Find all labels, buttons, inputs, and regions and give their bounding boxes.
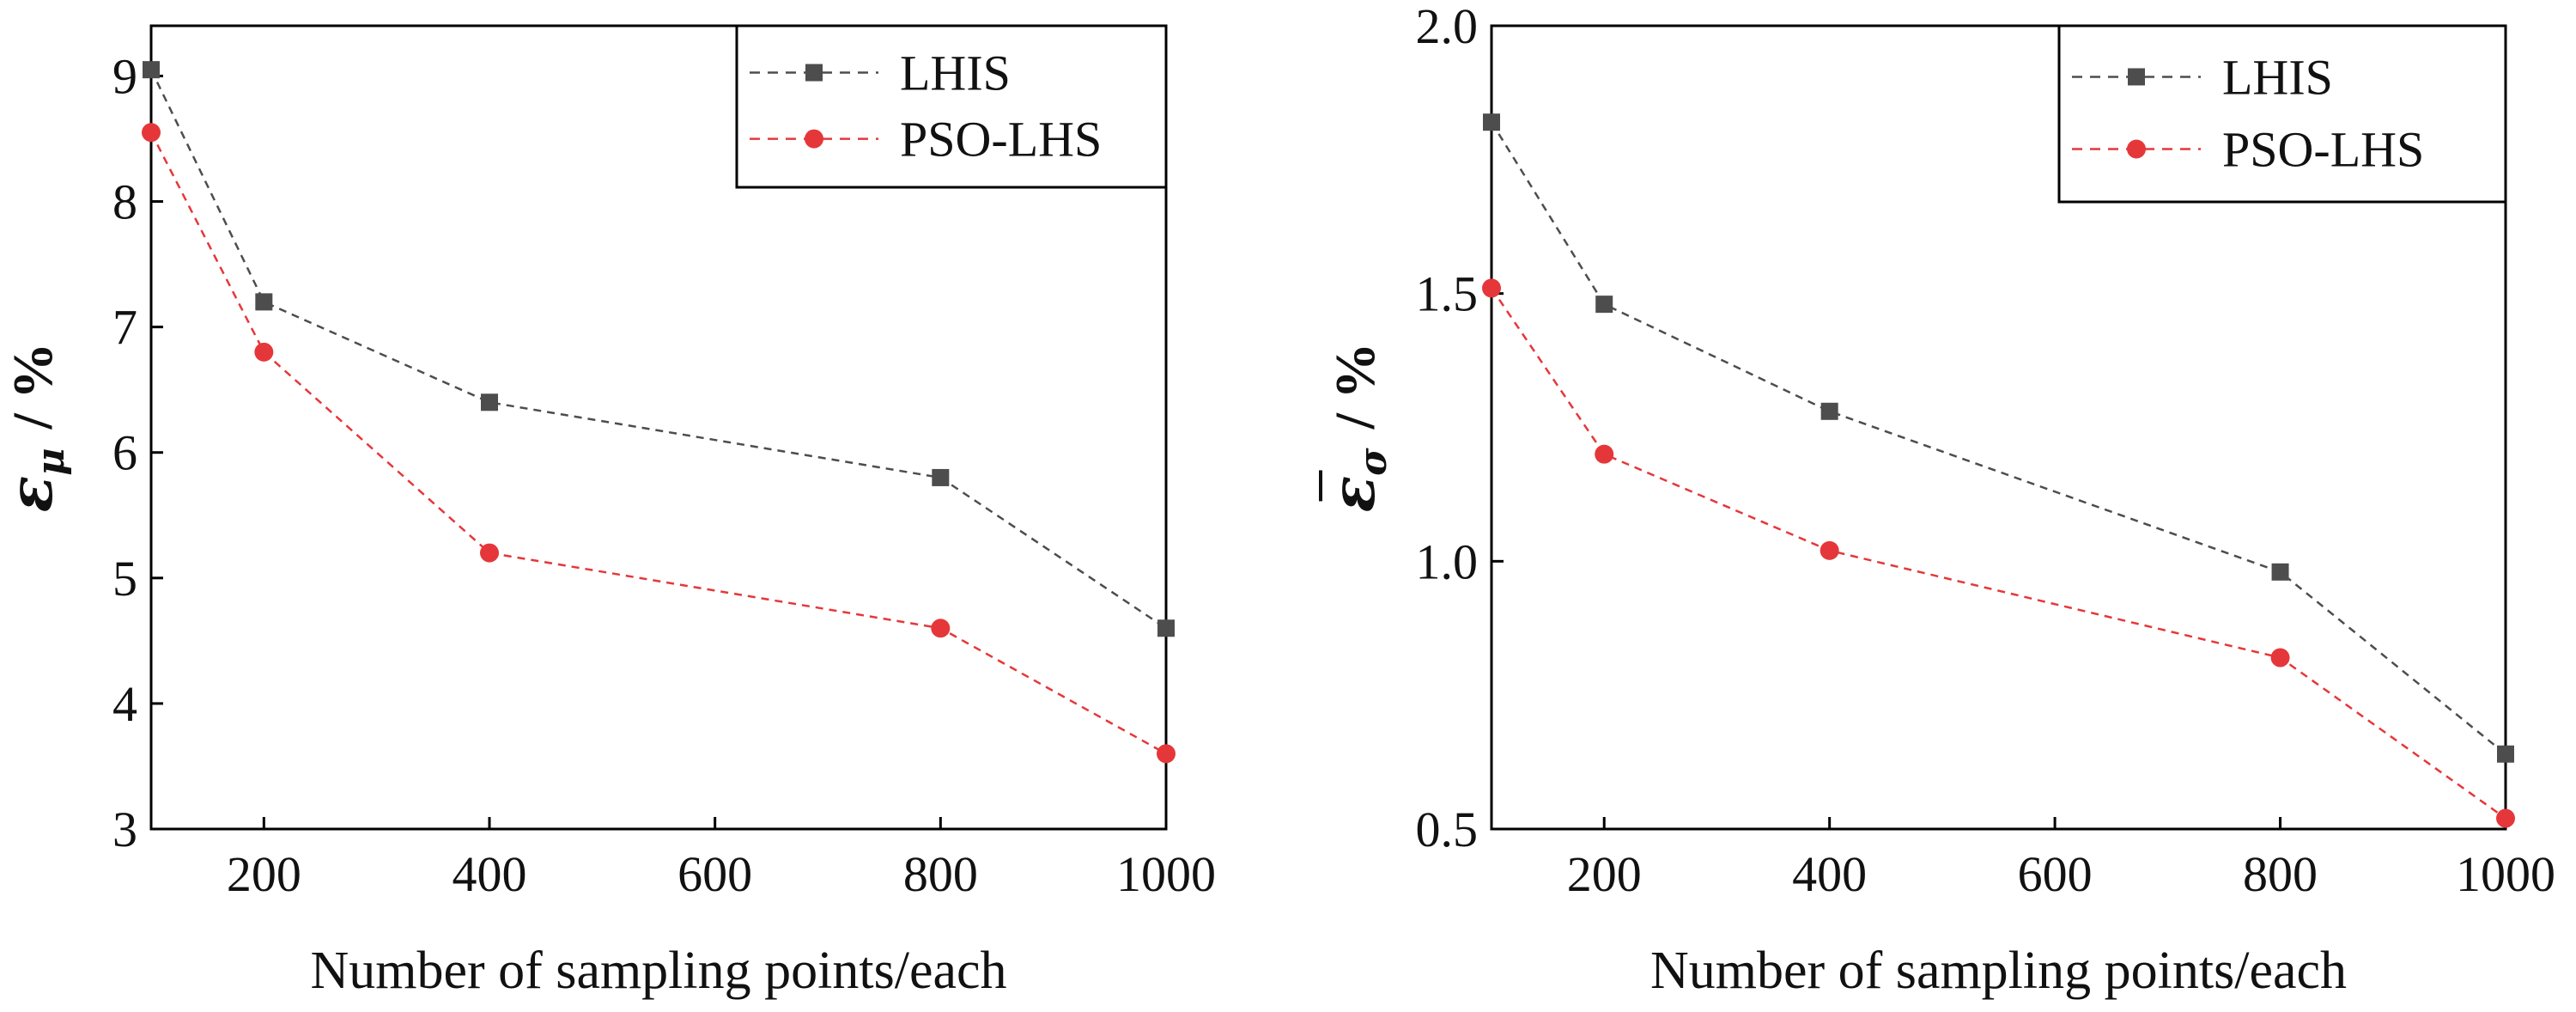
legend-marker-lhis — [2128, 68, 2145, 86]
data-point-lhis — [481, 393, 498, 412]
data-point-pso-lhs — [1482, 278, 1501, 298]
y-axis-label-text: εσ / % — [1317, 343, 1395, 513]
y-axis-symbol: ε — [0, 476, 66, 513]
x-tick-label: 400 — [453, 846, 527, 902]
chart-panel-2: 200 400 600 800 1000 0.5 1.0 1.5 2.0 Number of sa… — [1317, 0, 2555, 1000]
legend-marker-pso-lhs — [2127, 139, 2146, 159]
y-tick-label: 0.5 — [1416, 802, 1479, 857]
x-tick-label: 1000 — [1116, 846, 1216, 902]
x-tick-label: 200 — [1567, 846, 1642, 902]
x-tick-label: 800 — [2243, 846, 2318, 902]
x-tick-label: 600 — [2018, 846, 2093, 902]
x-axis-label: Number of sampling points/each — [311, 942, 1007, 1000]
legend-label-lhis: LHIS — [900, 46, 1011, 101]
data-point-lhis — [1820, 402, 1838, 420]
y-axis-symbol: ε — [1317, 476, 1388, 513]
y-axis-subscript: μ — [29, 448, 73, 476]
y-tick-label: 1.5 — [1416, 266, 1479, 322]
plot-frame — [1490, 24, 2507, 831]
data-point-pso-lhs — [2270, 648, 2290, 668]
data-point-lhis — [2271, 563, 2289, 581]
data-point-lhis — [255, 293, 273, 311]
y-axis-subscript: σ — [1352, 448, 1395, 476]
legend-box — [735, 24, 1168, 189]
data-point-pso-lhs — [254, 342, 274, 362]
y-tick-label: 7 — [112, 300, 137, 356]
y-axis-label: εμ / % — [0, 343, 73, 513]
series-line-lhis — [149, 69, 1167, 630]
data-point-pso-lhs — [1820, 540, 1839, 560]
data-point-pso-lhs — [142, 123, 161, 143]
x-axis-label: Number of sampling points/each — [1650, 942, 2347, 1000]
legend-label-lhis: LHIS — [2222, 49, 2333, 105]
y-axis-label: εσ / % — [1317, 343, 1395, 513]
y-axis-unit: / % — [1324, 343, 1387, 430]
plot-frame — [149, 24, 1168, 831]
data-point-lhis — [1595, 296, 1613, 314]
y-tick-label: 1.0 — [1416, 533, 1479, 589]
x-tick-label: 800 — [903, 846, 978, 902]
data-point-lhis — [1483, 113, 1500, 131]
data-point-lhis — [143, 61, 160, 79]
chart-panel-1: 200 400 600 800 1000 3 4 5 6 7 8 9 Number of samplin… — [0, 24, 1216, 1000]
series-line-lhis — [1490, 121, 2506, 755]
legend-marker-lhis — [805, 64, 823, 82]
x-tick-label: 200 — [227, 846, 301, 902]
series-line-pso-lhs — [1490, 287, 2506, 820]
data-point-lhis — [932, 468, 950, 486]
legend-box — [2057, 24, 2507, 204]
y-tick-label: 2.0 — [1416, 0, 1479, 54]
data-point-pso-lhs — [2496, 808, 2515, 828]
x-tick-label: 1000 — [2456, 846, 2555, 902]
y-tick-label: 4 — [112, 676, 137, 732]
data-point-pso-lhs — [931, 619, 951, 638]
x-tick-label: 600 — [677, 846, 752, 902]
y-axis-label-text: εμ / % — [0, 343, 73, 513]
data-point-pso-lhs — [1157, 744, 1176, 764]
legend-marker-pso-lhs — [805, 129, 823, 149]
y-axis-unit: / % — [2, 343, 64, 430]
legend-label-pso-lhs: PSO-LHS — [2222, 122, 2424, 178]
y-tick-label: 9 — [112, 48, 137, 104]
data-point-pso-lhs — [480, 543, 499, 563]
y-tick-label: 6 — [112, 425, 137, 481]
y-tick-label: 3 — [112, 802, 137, 857]
x-tick-label: 400 — [1792, 846, 1867, 902]
data-point-lhis — [1157, 619, 1175, 637]
legend: LHIS PSO-LHS — [735, 24, 1168, 189]
y-tick-label: 5 — [112, 551, 137, 607]
y-tick-label: 8 — [112, 174, 137, 230]
series-line-pso-lhs — [149, 131, 1167, 755]
legend: LHIS PSO-LHS — [2057, 24, 2507, 204]
data-point-pso-lhs — [1595, 444, 1614, 464]
legend-label-pso-lhs: PSO-LHS — [900, 112, 1102, 168]
data-point-lhis — [2497, 745, 2514, 763]
